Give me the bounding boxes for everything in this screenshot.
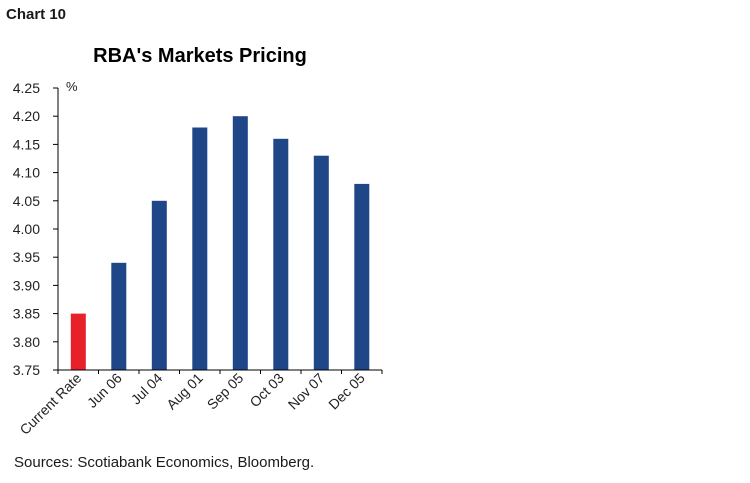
y-tick-label: 3.75	[13, 362, 40, 378]
bar-sep-05	[232, 116, 248, 370]
y-tick-label: 3.95	[13, 249, 40, 265]
chart-title: RBA's Markets Pricing	[93, 45, 307, 67]
x-tick-label: Jul 04	[128, 370, 166, 408]
source-note: Sources: Scotiabank Economics, Bloomberg…	[14, 454, 315, 471]
y-tick-label: 4.10	[13, 165, 40, 181]
x-tick-label: Nov 07	[285, 370, 328, 413]
x-tick-label: Dec 05	[325, 370, 368, 413]
bar-dec-05	[354, 183, 370, 370]
y-ticks-group: 3.75 3.80 3.85 3.90 3.95 4.00 4.05 4.10 4.15 4.20…	[13, 80, 58, 378]
chart-label: Chart 10	[6, 6, 67, 23]
bar-jul-04	[151, 200, 167, 370]
y-tick-label: 4.25	[13, 80, 40, 96]
y-axis-unit: %	[66, 79, 78, 94]
x-tick-label: Sep 05	[204, 370, 247, 413]
y-tick-label: 3.80	[13, 334, 40, 350]
bar-oct-03	[273, 138, 289, 370]
bar-current-rate	[70, 313, 86, 370]
y-tick-label: 3.85	[13, 306, 40, 322]
bar-jun-06	[111, 262, 127, 370]
y-tick-label: 4.20	[13, 108, 40, 124]
x-tick-label: Oct 03	[246, 370, 287, 411]
y-tick-label: 4.15	[13, 136, 40, 152]
bar-aug-01	[192, 127, 208, 370]
x-tick-label: Aug 01	[163, 370, 206, 413]
bars-group	[70, 116, 370, 370]
bar-nov-07	[313, 155, 329, 370]
y-tick-label: 4.00	[13, 221, 40, 237]
axes-group	[57, 88, 382, 371]
y-tick-label: 3.90	[13, 277, 40, 293]
y-tick-label: 4.05	[13, 193, 40, 209]
x-tick-label: Jun 06	[84, 370, 125, 411]
x-tick-label: Current Rate	[16, 370, 84, 438]
